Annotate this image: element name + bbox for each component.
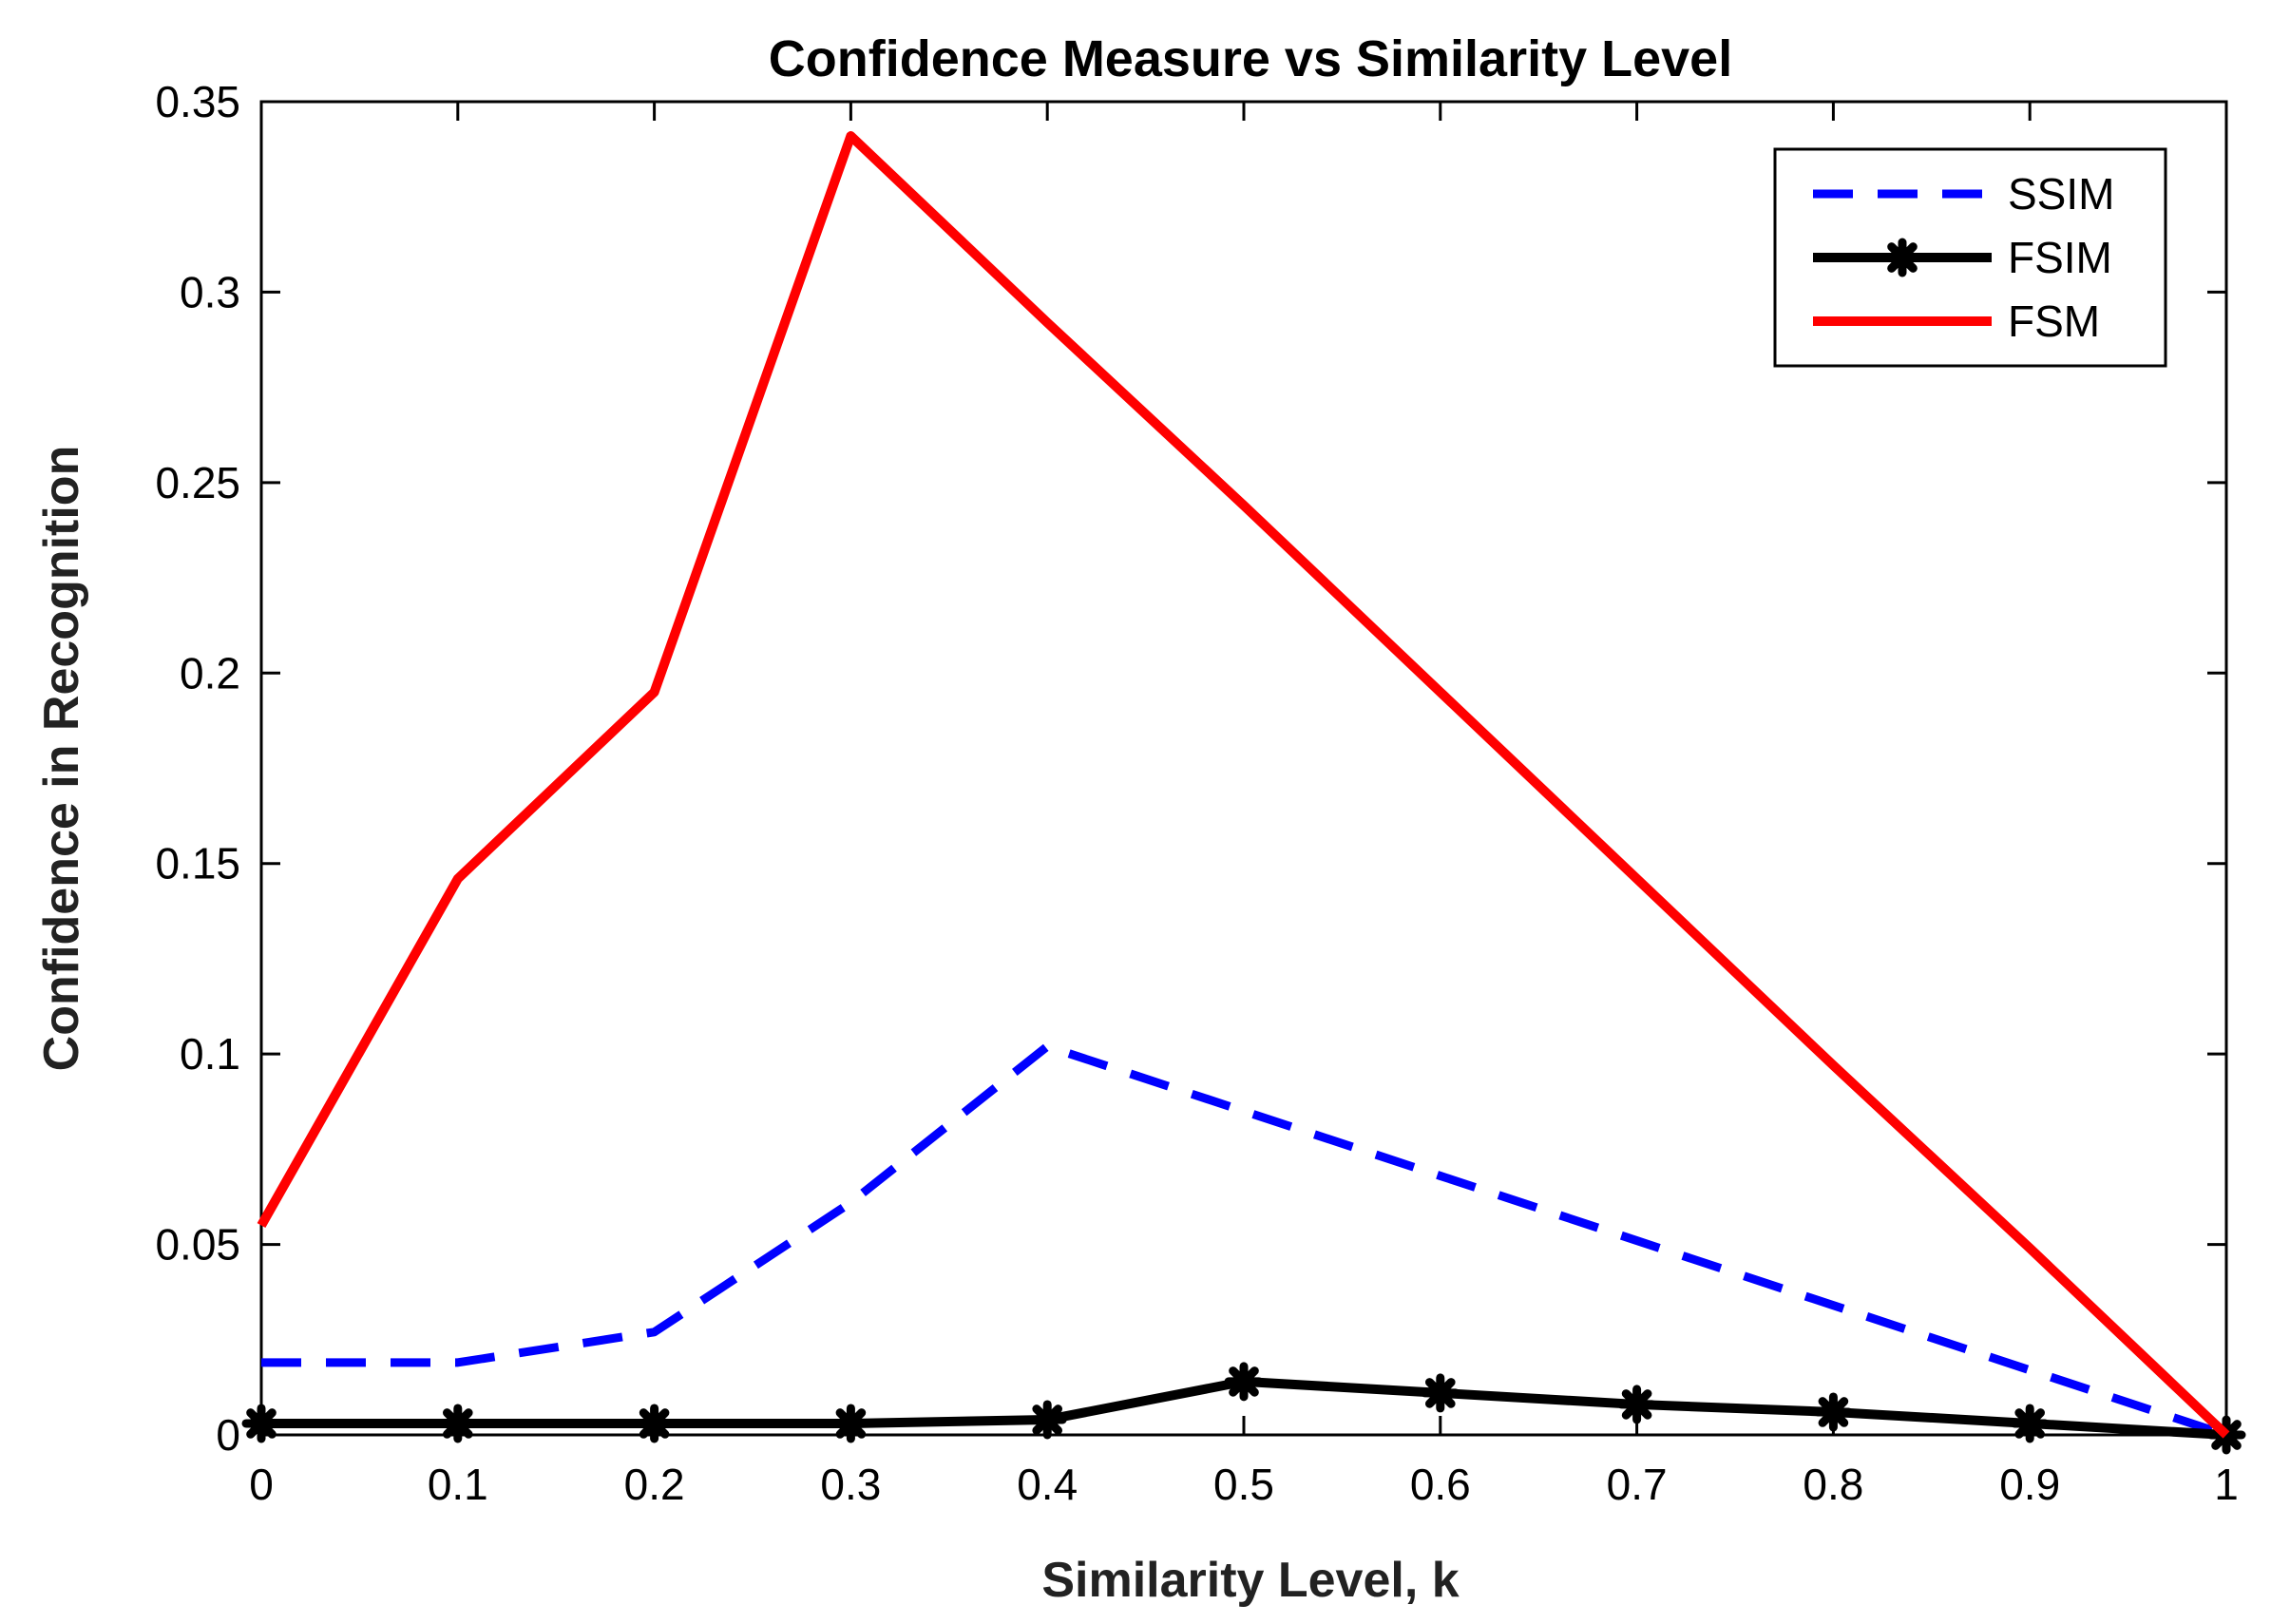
series-point-fsim — [1617, 1385, 1657, 1424]
x-tick-label: 1 — [2214, 1460, 2239, 1509]
x-tick-label: 0.4 — [1017, 1460, 1078, 1509]
x-axis-title: Similarity Level, k — [1041, 1553, 1459, 1608]
y-tick-label: 0.05 — [155, 1220, 240, 1270]
x-tick-label: 0 — [249, 1460, 274, 1509]
y-tick-label: 0.3 — [180, 267, 240, 316]
x-tick-label: 0.2 — [624, 1460, 685, 1509]
x-tick-label: 0.7 — [1607, 1460, 1668, 1509]
series-point-fsim — [2010, 1404, 2050, 1443]
chart-title: Confidence Measure vs Similarity Level — [769, 30, 1732, 87]
x-tick-label: 0.5 — [1213, 1460, 1274, 1509]
y-tick-label: 0.15 — [155, 839, 240, 888]
series-point-fsim — [1813, 1392, 1853, 1432]
y-tick-label: 0.35 — [155, 77, 240, 126]
series-point-fsim — [1224, 1362, 1264, 1402]
legend-label-fsim: FSIM — [2008, 233, 2112, 282]
x-tick-label: 0.8 — [1803, 1460, 1863, 1509]
y-tick-label: 0.2 — [180, 648, 240, 697]
legend: SSIM FSIM FSM — [1773, 147, 2167, 368]
y-axis-title: Confidence in Recognition — [34, 446, 89, 1072]
legend-marker-fsim — [1882, 238, 1922, 277]
y-tick-label: 0.1 — [180, 1029, 240, 1079]
series-point-fsim — [438, 1404, 478, 1443]
series-point-fsim — [241, 1404, 281, 1443]
legend-label-fsm: FSM — [2008, 296, 2100, 346]
x-tick-label: 0.9 — [1999, 1460, 2060, 1509]
series-point-fsim — [1027, 1400, 1067, 1440]
series-line-fsm — [257, 131, 2230, 1439]
series-point-fsim — [1421, 1373, 1460, 1413]
plot-area: 0 0.1 0.2 0.3 0.4 0.5 0.6 0.7 0.8 0.9 1 0 0.05 0.1 0.1… — [155, 77, 2246, 1509]
series-line-ssim — [261, 1041, 2228, 1440]
series-point-fsim — [635, 1404, 675, 1443]
x-tick-label: 0.1 — [428, 1460, 488, 1509]
legend-label-ssim: SSIM — [2008, 169, 2114, 219]
x-tick-label: 0.6 — [1410, 1460, 1471, 1509]
y-tick-label: 0 — [216, 1410, 240, 1460]
series-point-fsim — [830, 1404, 870, 1443]
y-tick-label: 0.25 — [155, 458, 240, 507]
x-tick-label: 0.3 — [820, 1460, 881, 1509]
